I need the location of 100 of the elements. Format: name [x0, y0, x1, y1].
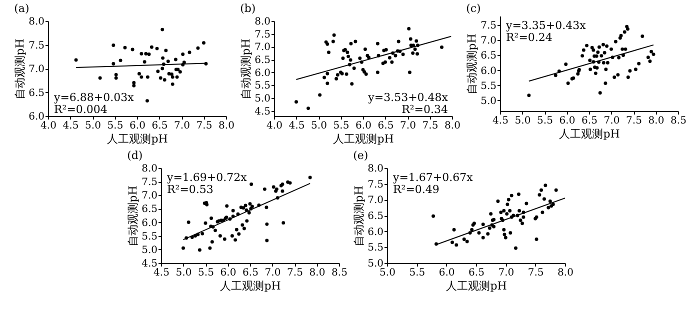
- y-axis-title: 自动观测pH: [14, 38, 27, 100]
- x-tick-label: 8.0: [218, 120, 234, 132]
- y-tick-label: 5.5: [142, 231, 158, 242]
- y-tick-label: 7.5: [142, 177, 158, 188]
- x-tick-label: 7.5: [196, 120, 212, 132]
- y-tick-label: 7.0: [142, 190, 158, 202]
- y-tick-label: 5.0: [368, 258, 384, 270]
- y-tick-label: 7.0: [368, 195, 384, 206]
- x-tick-label: 7.5: [422, 120, 438, 132]
- x-tick-label: 4.0: [266, 120, 282, 132]
- x-tick-label: 4.0: [40, 120, 56, 132]
- x-axis-title: 人工观测pH: [220, 280, 281, 292]
- x-tick-label: 5.5: [198, 268, 214, 278]
- x-tick-label: 8.0: [309, 268, 326, 278]
- x-tick-label: 7.5: [287, 268, 303, 278]
- y-tick-label: 6.5: [368, 211, 384, 222]
- y-tick-label: 6.0: [142, 218, 158, 229]
- x-tick-label: 4.5: [288, 120, 305, 132]
- annotation: R²=0.24: [506, 31, 552, 44]
- y-tick-label: 7.5: [480, 20, 496, 32]
- x-tick-label: 6.5: [468, 268, 484, 278]
- x-tick-label: 8.5: [332, 268, 348, 278]
- y-tick-label: 5.0: [480, 96, 496, 107]
- x-tick-label: 5.0: [514, 116, 531, 126]
- y-tick-label: 6.5: [480, 50, 496, 62]
- y-tick-label: 6.0: [254, 68, 270, 79]
- y-tick-label: 8.0: [254, 16, 270, 28]
- x-tick-label: 6.0: [356, 120, 372, 132]
- y-tick-label: 4.5: [142, 258, 158, 270]
- y-tick-label: 5.5: [254, 80, 270, 92]
- annotation: R²=0.53: [167, 183, 214, 196]
- x-tick-label: 6.5: [582, 116, 598, 126]
- y-tick-label: 7.5: [368, 179, 384, 190]
- chart-title: (a): [14, 2, 30, 15]
- y-tick-label: 5.5: [368, 242, 384, 254]
- x-tick-label: 8.0: [648, 116, 664, 126]
- y-tick-label: 5.5: [480, 80, 496, 92]
- y-tick-label: 7.0: [480, 36, 496, 47]
- x-tick-label: 5.0: [85, 120, 101, 132]
- x-tick-label: 8.0: [558, 268, 574, 278]
- x-tick-label: 6.0: [559, 116, 576, 126]
- y-tick-label: 4.5: [254, 106, 270, 118]
- chart-title: (d): [127, 149, 143, 162]
- x-tick-label: 4.5: [62, 120, 79, 132]
- x-tick-label: 7.0: [174, 120, 190, 132]
- x-axis-title: 人工观测pH: [107, 132, 168, 146]
- y-tick-label: 6.5: [254, 55, 270, 66]
- x-tick-label: 6.5: [378, 120, 394, 132]
- annotation: y=3.53+0.48x: [367, 91, 449, 104]
- x-tick-label: 6.0: [438, 268, 455, 278]
- x-tick-label: 5.0: [380, 268, 396, 278]
- x-tick-label: 5.5: [537, 116, 553, 126]
- annotation: R²=0.004: [54, 103, 108, 116]
- x-axis-title: 人工观测pH: [333, 132, 394, 146]
- chart-title: (e): [353, 149, 368, 162]
- y-tick-label: 8.0: [368, 164, 384, 174]
- x-tick-label: 5.0: [176, 268, 192, 278]
- y-tick-label: 6.5: [142, 204, 158, 216]
- y-tick-label: 5.0: [254, 94, 270, 105]
- x-tick-label: 7.0: [264, 268, 281, 278]
- y-tick-label: 6.0: [368, 226, 384, 238]
- y-axis-title: 自动观测pH: [240, 38, 253, 100]
- annotation: y=1.67+0.67x: [392, 171, 474, 184]
- x-tick-label: 4.5: [492, 116, 508, 126]
- y-tick-label: 5.0: [142, 244, 158, 256]
- x-tick-label: 7.5: [626, 116, 642, 126]
- x-tick-label: 5.0: [311, 120, 327, 132]
- y-tick-label: 8.0: [28, 16, 44, 28]
- y-axis-title: 自动观测pH: [126, 186, 140, 246]
- x-tick-label: 8.5: [670, 116, 686, 126]
- x-tick-label: 7.0: [604, 116, 620, 126]
- annotation: y=1.69+0.72x: [166, 171, 248, 184]
- y-tick-label: 7.5: [28, 40, 44, 52]
- chart-title: (b): [240, 2, 256, 15]
- y-tick-label: 6.0: [480, 66, 496, 77]
- x-tick-label: 5.5: [107, 120, 124, 132]
- annotation: y=6.88+0.03x: [53, 91, 135, 104]
- x-tick-label: 7.0: [400, 120, 416, 132]
- chart-title: (c): [466, 2, 481, 15]
- x-tick-label: 7.5: [528, 268, 544, 278]
- x-axis-title: 人工观测pH: [446, 280, 507, 292]
- x-tick-label: 5.5: [409, 268, 426, 278]
- x-tick-label: 6.5: [152, 120, 168, 132]
- annotation: y=3.35+0.43x: [505, 19, 587, 32]
- x-tick-label: 7.0: [498, 268, 514, 278]
- annotation: R²=0.34: [402, 103, 448, 116]
- x-axis-title: 人工观测pH: [559, 128, 620, 140]
- y-tick-label: 7.0: [28, 64, 44, 75]
- annotation: R²=0.49: [393, 183, 440, 196]
- x-tick-label: 5.5: [333, 120, 350, 132]
- y-tick-label: 7.0: [254, 42, 270, 54]
- x-tick-label: 8.0: [444, 120, 460, 132]
- y-axis-title: 自动观测pH: [352, 186, 366, 246]
- y-tick-label: 7.5: [254, 29, 270, 40]
- x-tick-label: 6.0: [130, 120, 146, 132]
- x-tick-label: 6.5: [242, 268, 258, 278]
- y-tick-label: 8.0: [142, 164, 158, 174]
- y-axis-title: 自动观测pH: [466, 34, 479, 94]
- y-tick-label: 6.5: [28, 88, 44, 99]
- x-tick-label: 6.0: [220, 268, 236, 278]
